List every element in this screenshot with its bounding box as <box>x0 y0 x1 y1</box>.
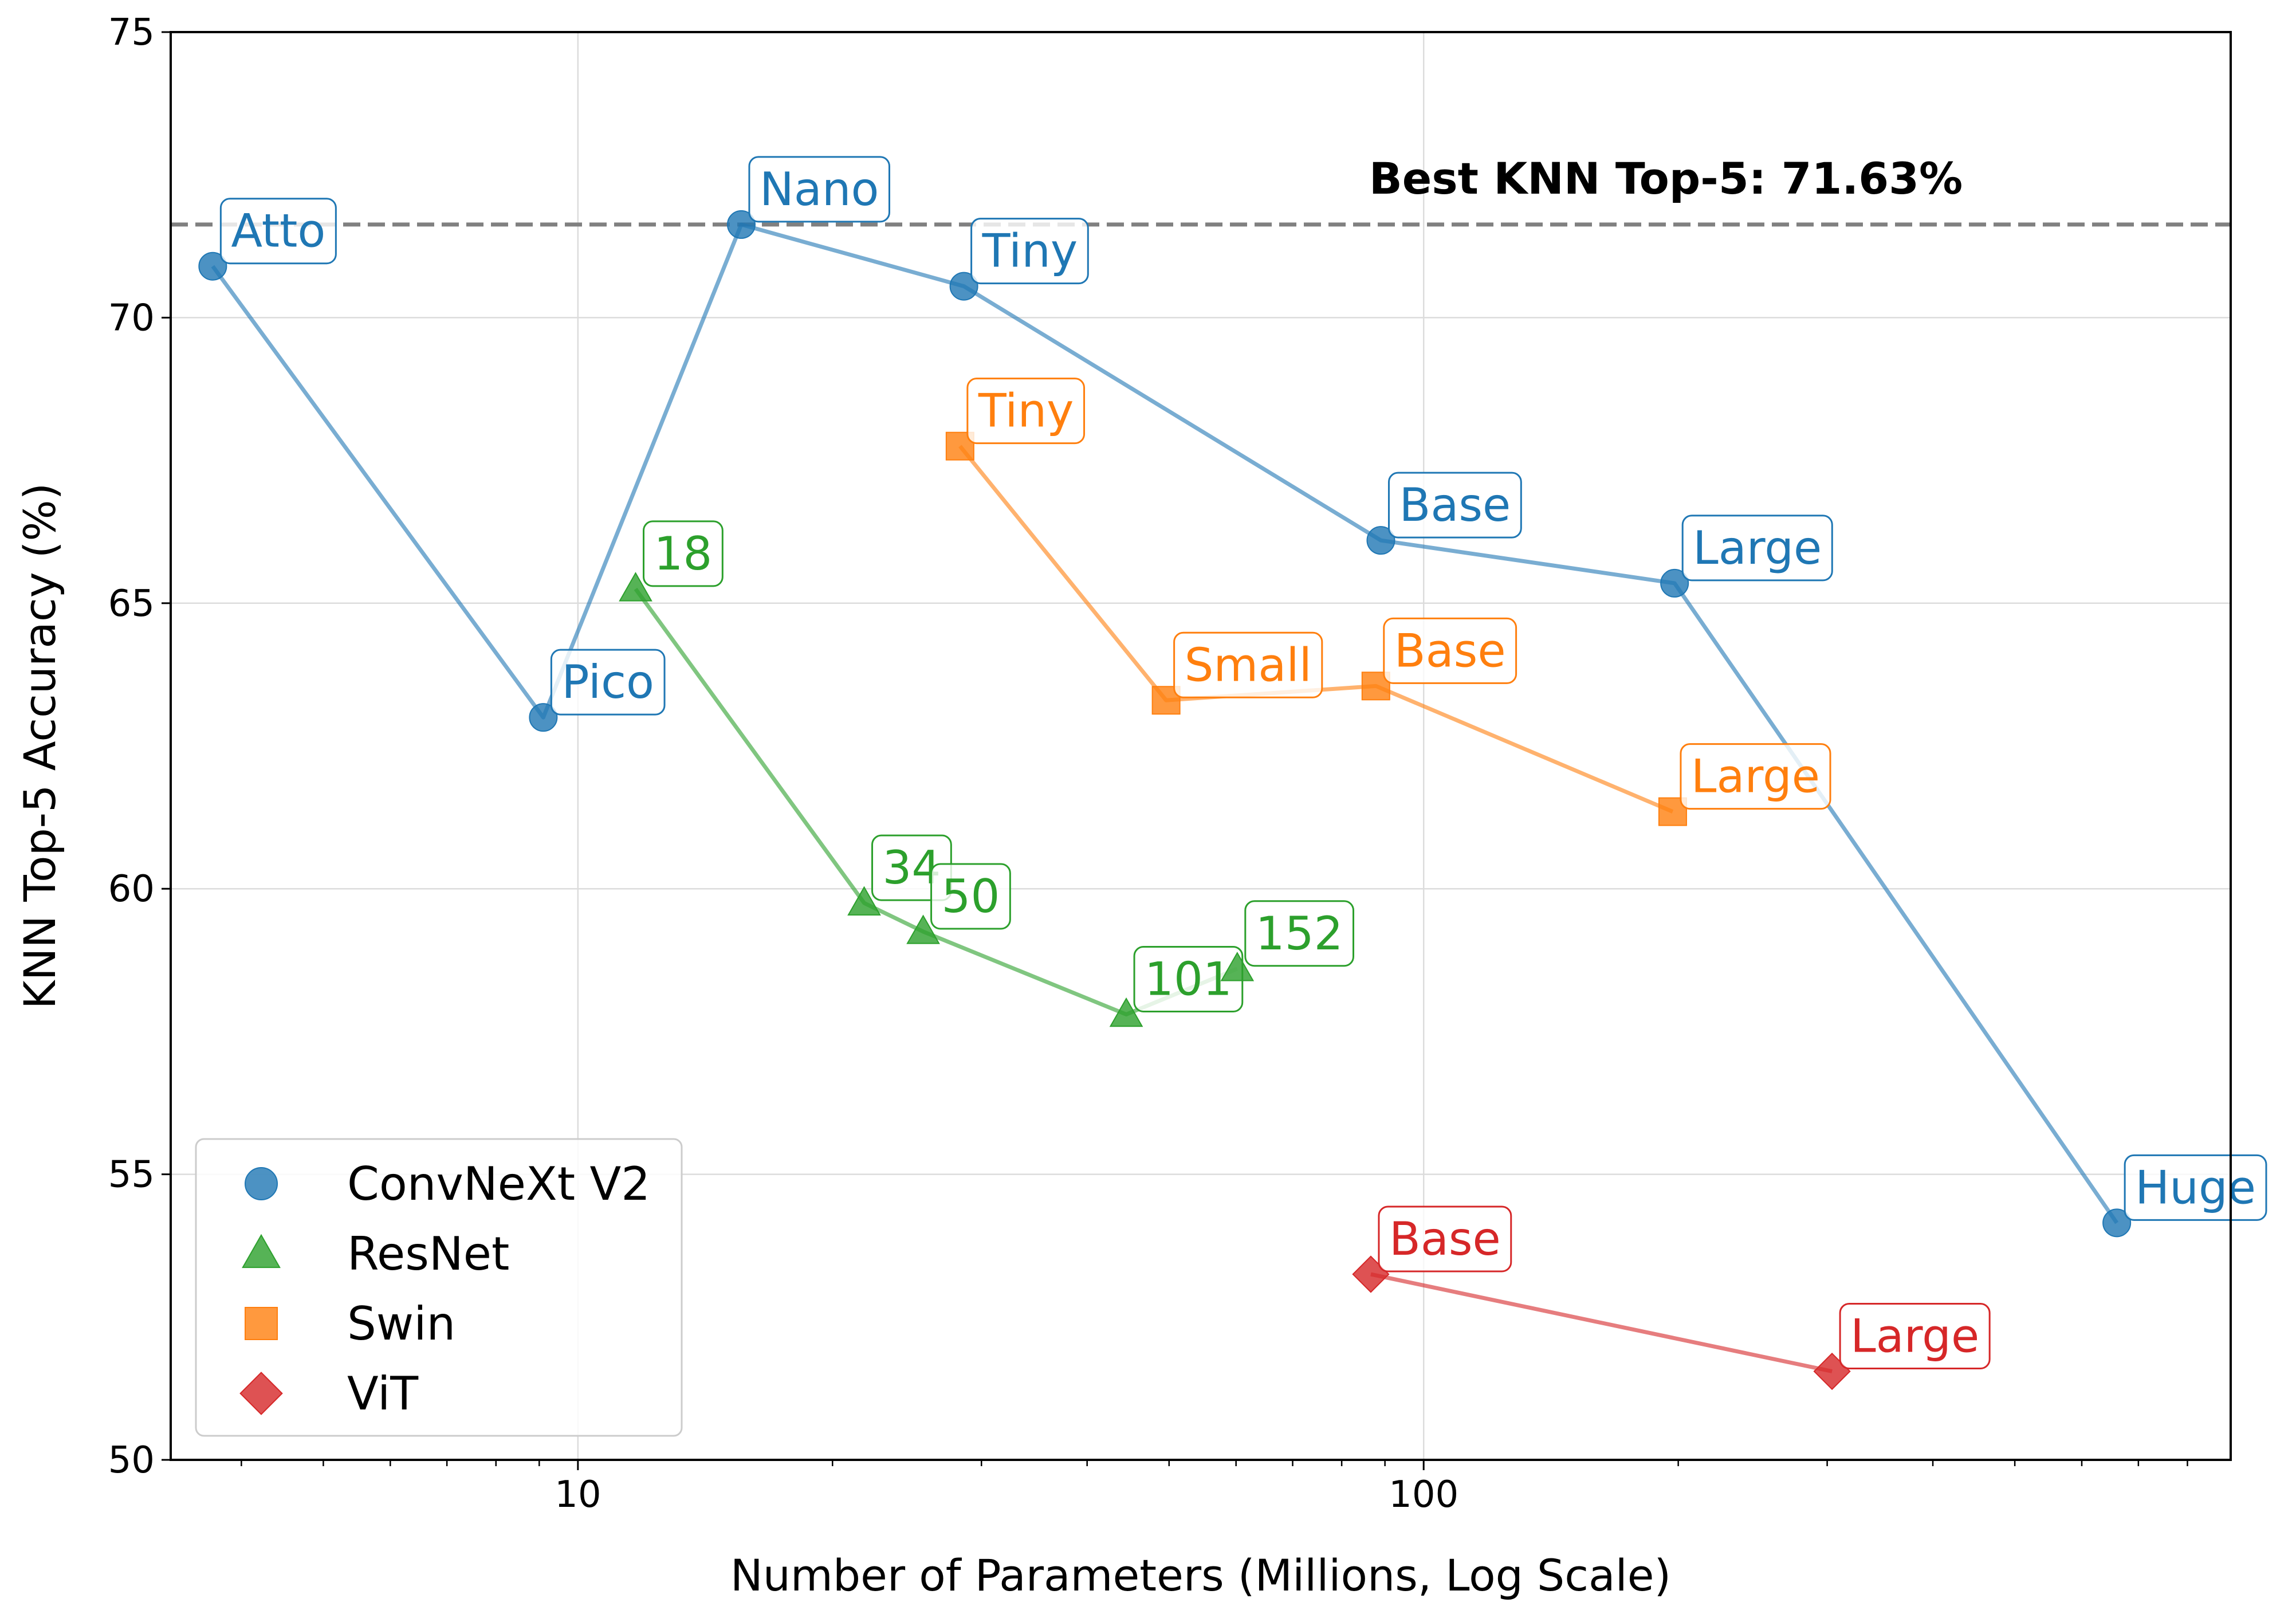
point-label-box <box>1378 1205 1512 1273</box>
point-label-text: Nano <box>760 163 879 216</box>
best-accuracy-annotation: Best KNN Top-5: 71.63% <box>1369 153 1963 204</box>
point-label-resnet: 18 <box>643 520 724 587</box>
data-point-convnext-v2 <box>529 703 558 732</box>
y-tick-label: 75 <box>108 11 155 54</box>
series-vit: Base Large <box>1352 1205 1991 1391</box>
point-label-text: Tiny <box>982 225 1078 278</box>
point-label-box <box>748 156 890 223</box>
legend-marker-resnet <box>242 1234 281 1269</box>
point-label-swin: Base <box>1383 617 1517 684</box>
point-label-convnext-v2: Huge <box>2124 1154 2267 1221</box>
point-label-box <box>550 649 666 716</box>
y-tick-label: 60 <box>108 868 155 910</box>
series-line-vit <box>1370 1272 1833 1373</box>
point-label-text: Large <box>1691 750 1820 803</box>
point-label-vit: Large <box>1839 1302 1991 1369</box>
data-point-resnet <box>619 572 652 602</box>
point-label-text: Large <box>1693 521 1822 575</box>
legend-item-vit: ViT <box>239 1367 419 1420</box>
data-point-convnext-v2 <box>726 210 756 239</box>
point-label-vit: Base <box>1378 1205 1512 1273</box>
point-label-box <box>1680 743 1831 810</box>
point-label-convnext-v2: Tiny <box>970 218 1089 285</box>
point-label-swin: Large <box>1680 743 1831 810</box>
legend: ConvNeXt V2 ResNet Swin ViT <box>195 1138 683 1437</box>
legend-marker-convnext-v2 <box>245 1167 278 1200</box>
data-point-swin <box>1658 797 1687 826</box>
point-label-convnext-v2: Base <box>1387 472 1522 539</box>
point-label-text: Atto <box>231 205 325 258</box>
point-label-text: Tiny <box>978 384 1074 438</box>
legend-item-swin: Swin <box>245 1297 455 1350</box>
point-label-box <box>1244 900 1355 967</box>
legend-frame <box>195 1138 683 1437</box>
legend-label: ViT <box>347 1367 419 1420</box>
point-label-convnext-v2: Pico <box>550 649 666 716</box>
point-label-swin: Tiny <box>966 378 1086 445</box>
data-point-resnet <box>1109 997 1143 1027</box>
legend-label: ResNet <box>347 1227 509 1281</box>
legend-item-resnet: ResNet <box>242 1227 509 1281</box>
point-label-convnext-v2: Atto <box>219 198 337 265</box>
y-tick-label: 50 <box>108 1439 155 1482</box>
data-point-resnet <box>906 914 940 944</box>
point-label-swin: Small <box>1173 631 1323 698</box>
tick-group: 50 55 60 65 70 75 10 100 <box>108 11 1459 1516</box>
legend-label: Swin <box>347 1297 455 1350</box>
point-label-box <box>643 520 724 587</box>
point-label-resnet: 101 <box>1133 945 1244 1012</box>
x-axis-label: Number of Parameters (Millions, Log Scal… <box>730 1550 1671 1601</box>
series-group: AttoPicoNanoTinyBaseLargeHuge18345010115… <box>198 156 2267 1391</box>
legend-marker-vit <box>239 1372 283 1415</box>
point-label-box <box>966 378 1086 445</box>
data-point-convnext-v2 <box>1660 568 1689 598</box>
point-label-box <box>930 863 1011 930</box>
plot-frame <box>170 31 2232 1461</box>
point-label-text: Small <box>1185 638 1312 692</box>
point-label-box <box>1839 1302 1991 1369</box>
legend-label: ConvNeXt V2 <box>347 1157 650 1211</box>
point-label-text: 152 <box>1256 907 1343 960</box>
data-point-convnext-v2 <box>198 252 227 281</box>
point-label-resnet: 50 <box>930 863 1011 930</box>
point-label-text: Large <box>1850 1309 1979 1362</box>
point-label-text: Base <box>1389 1212 1501 1266</box>
point-label-text: Base <box>1394 624 1506 677</box>
point-label-convnext-v2: Large <box>1681 515 1833 582</box>
point-label-box <box>219 198 337 265</box>
x-tick-label: 100 <box>1389 1474 1458 1516</box>
x-tick-label: 10 <box>555 1474 601 1516</box>
y-axis-label: KNN Top-5 Accuracy (%) <box>14 483 65 1010</box>
y-tick-label: 65 <box>108 583 155 625</box>
point-label-box <box>1173 631 1323 698</box>
data-point-convnext-v2 <box>1366 526 1395 555</box>
point-label-resnet: 152 <box>1244 900 1355 967</box>
data-point-resnet <box>1220 952 1255 981</box>
point-label-text: Base <box>1399 478 1511 532</box>
legend-marker-swin <box>245 1307 278 1340</box>
y-tick-label: 70 <box>108 297 155 339</box>
data-point-convnext-v2 <box>2102 1208 2132 1238</box>
point-label-convnext-v2: Nano <box>748 156 890 223</box>
point-label-text: 101 <box>1145 952 1232 1006</box>
point-label-text: 50 <box>942 870 1000 923</box>
y-tick-label: 55 <box>108 1154 155 1196</box>
point-label-box <box>1383 617 1517 684</box>
point-label-text: 18 <box>654 527 713 580</box>
point-label-text: Huge <box>2135 1161 2256 1214</box>
data-point-swin <box>1361 671 1390 701</box>
legend-item-convnext-v2: ConvNeXt V2 <box>245 1157 650 1211</box>
data-point-resnet <box>847 886 881 916</box>
point-label-box <box>1387 472 1522 539</box>
point-label-box <box>970 218 1089 285</box>
point-label-text: Pico <box>561 655 654 709</box>
series-swin: Tiny Small Base Large <box>945 378 1831 826</box>
point-label-box <box>1681 515 1833 582</box>
data-point-convnext-v2 <box>949 272 978 301</box>
